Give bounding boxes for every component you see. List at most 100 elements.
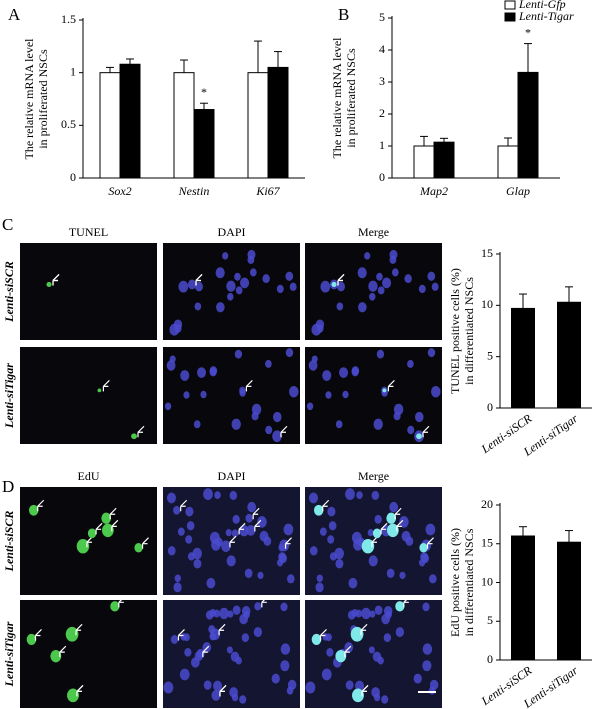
arrow bbox=[322, 499, 330, 512]
nucleus bbox=[316, 574, 323, 583]
y-tick-label: 10 bbox=[481, 297, 493, 311]
arrow bbox=[76, 684, 84, 697]
nucleus bbox=[289, 386, 299, 398]
row-label: Lenti-siTigar bbox=[2, 363, 16, 429]
nucleus bbox=[229, 490, 238, 500]
y-axis-label: in proliferated NSCs bbox=[36, 49, 50, 149]
bar bbox=[267, 66, 289, 179]
nucleus bbox=[196, 648, 205, 659]
nucleus bbox=[413, 673, 422, 684]
bar bbox=[247, 72, 269, 179]
nucleus bbox=[163, 681, 174, 694]
micrograph bbox=[20, 600, 157, 708]
positive-cell bbox=[350, 626, 364, 642]
nucleus bbox=[428, 686, 436, 695]
legend-label: Lenti-Tigar bbox=[518, 9, 574, 23]
nucleus bbox=[395, 627, 405, 638]
positive-cell bbox=[361, 539, 375, 554]
y-axis-label: The relative mRNA level bbox=[22, 38, 36, 160]
arrow bbox=[137, 425, 145, 438]
nucleus bbox=[272, 430, 282, 443]
bar bbox=[119, 63, 141, 179]
nucleus bbox=[193, 420, 201, 429]
panel-label: B bbox=[338, 5, 349, 24]
arrow bbox=[59, 645, 67, 658]
y-tick-label: 0.5 bbox=[61, 117, 76, 131]
x-tick-label: Sox2 bbox=[108, 184, 131, 198]
nucleus bbox=[285, 271, 294, 281]
arrow bbox=[218, 623, 226, 636]
nucleus bbox=[166, 360, 176, 371]
nucleus bbox=[240, 277, 250, 289]
y-tick-label: 5 bbox=[487, 613, 493, 627]
nucleus bbox=[334, 547, 344, 560]
row-label: Lenti-siSCR bbox=[2, 261, 16, 323]
nucleus bbox=[276, 284, 284, 294]
nucleus bbox=[234, 349, 243, 359]
nucleus bbox=[391, 268, 399, 277]
nucleus bbox=[232, 605, 241, 615]
arrow bbox=[177, 629, 185, 641]
nucleus bbox=[210, 628, 220, 641]
nucleus bbox=[169, 355, 176, 363]
nucleus bbox=[235, 286, 243, 295]
nucleus bbox=[389, 255, 397, 264]
nucleus bbox=[386, 568, 395, 578]
nucleus bbox=[194, 302, 202, 311]
y-tick-label: 0 bbox=[379, 170, 385, 184]
nucleus bbox=[231, 418, 241, 430]
column-label: Merge bbox=[358, 225, 389, 239]
nucleus bbox=[200, 390, 207, 399]
nucleus bbox=[407, 425, 415, 435]
nucleus bbox=[357, 267, 367, 279]
nucleus bbox=[315, 582, 324, 593]
nucleus bbox=[425, 523, 436, 536]
legend-swatch bbox=[504, 12, 516, 22]
arrow bbox=[245, 379, 253, 392]
legend-swatch bbox=[504, 0, 516, 10]
arrow bbox=[109, 507, 117, 520]
positive-cell bbox=[352, 688, 364, 703]
significance-mark: * bbox=[201, 85, 207, 99]
nucleus bbox=[280, 602, 288, 612]
nucleus bbox=[428, 574, 437, 584]
bar bbox=[517, 71, 539, 179]
nucleus bbox=[209, 367, 217, 377]
nucleus bbox=[345, 488, 355, 501]
nucleus bbox=[418, 284, 426, 294]
nucleus bbox=[368, 646, 375, 654]
nucleus bbox=[405, 536, 414, 546]
nucleus bbox=[339, 367, 349, 378]
nucleus bbox=[422, 602, 430, 612]
y-tick-label: 20 bbox=[481, 497, 493, 511]
y-tick-label: 0 bbox=[70, 170, 76, 184]
nucleus bbox=[257, 571, 264, 580]
positive-cell bbox=[50, 649, 62, 663]
nucleus bbox=[283, 523, 294, 536]
x-tick-label: Ki67 bbox=[255, 184, 280, 198]
nucleus bbox=[427, 271, 436, 281]
positive-cell bbox=[65, 626, 79, 642]
nucleus bbox=[191, 657, 200, 668]
y-tick-label: 1.5 bbox=[61, 12, 76, 26]
nucleus bbox=[336, 302, 344, 311]
nucleus bbox=[327, 506, 336, 517]
positive-cell bbox=[131, 433, 137, 440]
y-axis-label: TUNEL positive cells (%) bbox=[448, 268, 462, 394]
y-axis-label: in differentiated NSCs bbox=[462, 528, 476, 636]
positive-cell bbox=[76, 539, 90, 554]
nucleus bbox=[280, 643, 291, 655]
nucleus bbox=[205, 610, 214, 620]
legend-label: Lenti-Gfp bbox=[518, 0, 566, 11]
nucleus bbox=[262, 274, 270, 284]
nucleus bbox=[241, 606, 251, 617]
nucleus bbox=[239, 525, 249, 537]
nucleus bbox=[364, 252, 371, 260]
nucleus bbox=[187, 279, 197, 290]
arrow bbox=[180, 499, 188, 512]
x-tick-label: Glap bbox=[506, 184, 530, 198]
nucleus bbox=[246, 524, 256, 536]
nucleus bbox=[369, 292, 376, 301]
nucleus bbox=[418, 559, 426, 567]
positive-cell bbox=[26, 633, 37, 646]
